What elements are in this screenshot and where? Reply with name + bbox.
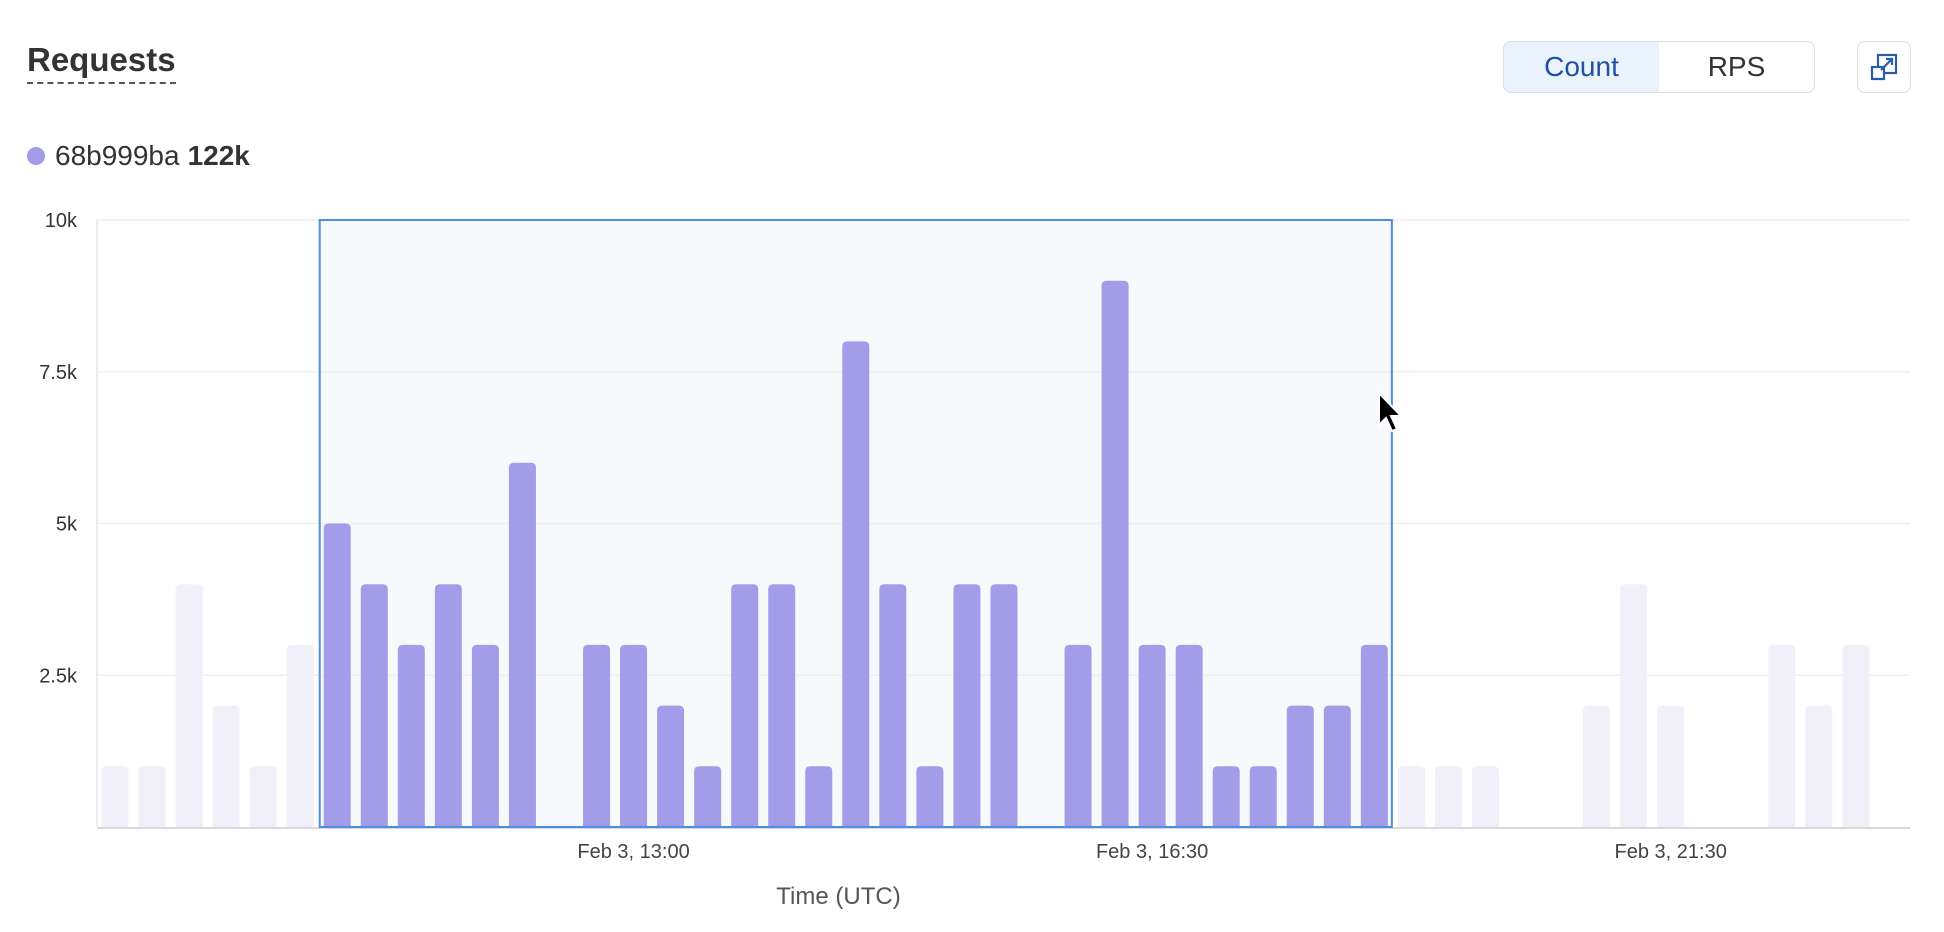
- legend-dot: [27, 147, 45, 165]
- bar: [101, 766, 129, 827]
- toggle-count[interactable]: Count: [1504, 42, 1659, 92]
- bar: [1657, 705, 1685, 827]
- bar: [990, 584, 1018, 827]
- mouse-cursor-icon: [1378, 390, 1404, 433]
- bar: [1360, 644, 1388, 827]
- bar: [1768, 644, 1796, 827]
- bar: [1175, 644, 1203, 827]
- legend-total: 122k: [187, 140, 250, 171]
- bar: [583, 644, 611, 827]
- bar: [694, 766, 722, 827]
- bar: [731, 584, 759, 827]
- bar: [1212, 766, 1240, 827]
- bar: [434, 584, 462, 827]
- bar: [175, 584, 203, 827]
- bar: [1471, 766, 1499, 827]
- y-tick-label: 2.5k: [39, 665, 78, 687]
- x-tick-label: Feb 3, 21:30: [1615, 841, 1727, 863]
- bar: [916, 766, 944, 827]
- legend: 68b999ba 122k: [27, 140, 250, 172]
- bar: [657, 705, 685, 827]
- bar: [1434, 766, 1462, 827]
- bar: [397, 644, 425, 827]
- chart-title: Requests: [27, 40, 176, 84]
- bar: [286, 644, 314, 827]
- bar: [1805, 705, 1833, 827]
- bar: [471, 644, 499, 827]
- count-rps-toggle: Count RPS: [1503, 41, 1815, 93]
- bar: [1249, 766, 1277, 827]
- bar: [323, 523, 351, 827]
- bar: [1397, 766, 1425, 827]
- bar: [879, 584, 907, 827]
- bar: [1583, 705, 1611, 827]
- y-tick-label: 10k: [45, 210, 78, 232]
- bar: [1286, 705, 1314, 827]
- x-axis-title: Time (UTC): [776, 883, 900, 910]
- x-tick-label: Feb 3, 13:00: [577, 841, 689, 863]
- bar: [508, 462, 536, 827]
- bar: [1620, 584, 1648, 827]
- x-tick-label: Feb 3, 16:30: [1096, 841, 1208, 863]
- bar: [805, 766, 833, 827]
- bar: [1323, 705, 1351, 827]
- bar: [138, 766, 166, 827]
- y-tick-label: 5k: [56, 514, 78, 536]
- legend-series-name: 68b999ba: [55, 140, 180, 171]
- bar: [1064, 644, 1092, 827]
- bar: [953, 584, 981, 827]
- y-tick-label: 7.5k: [39, 362, 78, 384]
- expand-button[interactable]: [1857, 41, 1911, 93]
- bar: [842, 341, 870, 827]
- bar: [620, 644, 648, 827]
- expand-icon: [1870, 53, 1898, 81]
- bar: [1101, 280, 1129, 827]
- toggle-rps[interactable]: RPS: [1707, 51, 1766, 82]
- bar: [768, 584, 796, 827]
- bar: [212, 705, 240, 827]
- bar: [360, 584, 388, 827]
- selection-box: [318, 219, 1393, 828]
- bar: [249, 766, 277, 827]
- bar: [1842, 644, 1870, 827]
- bar: [1138, 644, 1166, 827]
